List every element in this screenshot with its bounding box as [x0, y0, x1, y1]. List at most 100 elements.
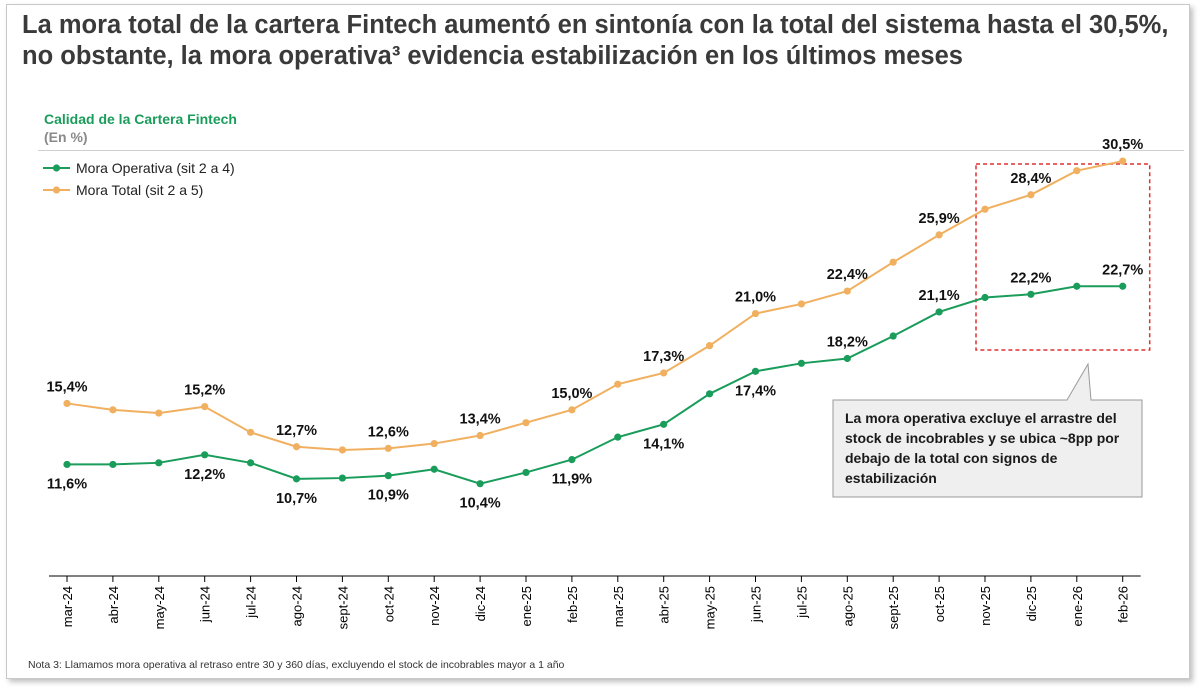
data-label: 11,9%	[552, 472, 592, 488]
data-point	[843, 287, 851, 295]
data-label: 21,1%	[919, 288, 960, 304]
data-point	[614, 380, 622, 388]
data-label: 15,0%	[551, 386, 592, 402]
data-point	[1119, 157, 1127, 165]
data-point	[889, 332, 897, 340]
data-label: 10,4%	[460, 496, 501, 512]
x-tick-label: feb-25	[565, 586, 580, 623]
x-tick-label: abr-24	[106, 586, 121, 624]
data-label: 21,0%	[735, 290, 776, 306]
data-label: 11,6%	[47, 476, 87, 492]
callout-text: stock de incobrables y se ubica ~8pp por	[845, 430, 1120, 446]
data-point	[155, 459, 163, 467]
data-point	[63, 460, 71, 469]
data-point	[1119, 282, 1127, 290]
series-line-0	[67, 285, 1123, 485]
data-point	[797, 359, 806, 367]
data-point	[201, 451, 209, 459]
data-point	[981, 293, 989, 302]
x-tick-label: ago-24	[290, 586, 305, 626]
data-label: 15,4%	[46, 379, 87, 395]
x-tick-label: jul-25	[794, 586, 809, 619]
data-point	[109, 460, 117, 469]
callout-box	[832, 362, 1143, 498]
data-label: 22,7%	[1102, 262, 1143, 278]
data-point	[201, 403, 209, 411]
data-point	[384, 444, 392, 452]
data-point	[706, 342, 714, 350]
x-tick-label: feb-26	[1116, 586, 1131, 623]
data-point	[568, 406, 576, 414]
highlight-box	[975, 163, 1151, 351]
x-tick-label: abr-25	[657, 586, 672, 624]
x-tick-label: oct-24	[381, 586, 396, 622]
data-label: 10,7%	[276, 491, 317, 507]
data-point	[935, 231, 943, 239]
data-point	[430, 465, 438, 473]
data-point	[292, 475, 301, 483]
x-tick-label: nov-24	[427, 586, 442, 626]
data-label: 12,2%	[184, 467, 225, 483]
x-tick-label: sept-24	[335, 586, 350, 629]
chart-unit: (En %)	[44, 129, 88, 145]
callout-text: debajo de la total con signos de	[845, 450, 1058, 466]
x-tick-label: ene-25	[519, 586, 534, 626]
data-point	[568, 456, 576, 464]
data-label: 12,7%	[276, 423, 317, 439]
data-point	[1027, 290, 1035, 298]
data-point	[476, 431, 484, 440]
data-label: 17,4%	[735, 383, 776, 399]
data-label: 25,9%	[919, 211, 960, 227]
data-label: 17,3%	[643, 349, 684, 365]
data-point	[430, 439, 438, 448]
chart-subtitle: Calidad de la Cartera Fintech	[44, 111, 237, 127]
x-tick-label: dic-24	[473, 586, 488, 621]
x-tick-label: sept-25	[886, 586, 901, 629]
data-label: 28,4%	[1010, 171, 1051, 187]
data-point	[522, 468, 530, 477]
data-label: 12,6%	[368, 424, 409, 440]
callout: La mora operativa excluye el arrastre de…	[832, 362, 1143, 498]
x-tick-label: ago-25	[840, 586, 855, 626]
data-point	[63, 399, 71, 408]
data-point	[338, 474, 346, 482]
data-label: 13,4%	[460, 412, 501, 428]
x-tick-label: nov-25	[978, 586, 993, 626]
x-tick-label: jul-24	[244, 586, 259, 619]
legend-label: Mora Operativa (sit 2 a 4)	[76, 160, 235, 176]
data-label: 18,2%	[827, 334, 868, 350]
divider	[38, 150, 1184, 151]
data-point	[476, 480, 484, 488]
series-line-1	[66, 160, 1123, 451]
data-point	[1027, 191, 1035, 199]
data-point	[155, 409, 163, 417]
data-label: 10,9%	[368, 488, 409, 504]
data-point	[1073, 167, 1081, 175]
data-label: 14,1%	[643, 436, 684, 452]
data-point	[889, 258, 897, 266]
data-label: 30,5%	[1102, 137, 1143, 153]
data-point	[843, 354, 851, 363]
data-label: 22,2%	[1010, 270, 1051, 286]
data-point	[614, 433, 622, 441]
x-tick-label: ene-26	[1070, 586, 1085, 626]
data-point	[660, 369, 668, 377]
data-point	[751, 367, 760, 375]
data-point	[1073, 282, 1081, 290]
chart-frame	[6, 4, 1190, 679]
callout-text: estabilización	[845, 470, 937, 486]
callout-text: La mora operativa excluye el arrastre de…	[845, 410, 1117, 426]
data-point	[247, 428, 255, 436]
footnote: Nota 3: Llamamos mora operativa al retra…	[28, 659, 565, 671]
data-point	[935, 308, 943, 316]
data-point	[384, 472, 392, 480]
x-tick-label: jun-25	[749, 586, 764, 623]
data-point	[797, 300, 806, 308]
data-label: 22,4%	[827, 267, 868, 283]
legend-marker	[52, 186, 61, 194]
data-point	[522, 419, 530, 427]
x-tick-label: jun-24	[198, 586, 213, 623]
data-point	[247, 459, 255, 467]
x-tick-label: oct-25	[932, 586, 947, 622]
